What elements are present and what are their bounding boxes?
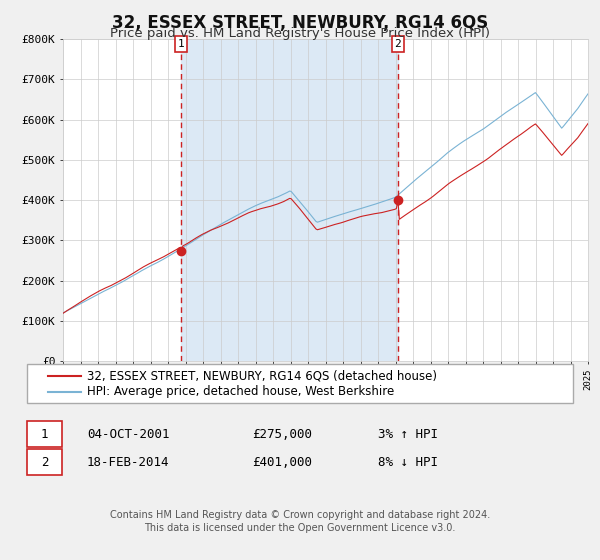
Text: 3% ↑ HPI: 3% ↑ HPI (378, 427, 438, 441)
Text: £401,000: £401,000 (252, 455, 312, 469)
Text: Contains HM Land Registry data © Crown copyright and database right 2024.: Contains HM Land Registry data © Crown c… (110, 510, 490, 520)
Text: 04-OCT-2001: 04-OCT-2001 (87, 427, 170, 441)
Text: £275,000: £275,000 (252, 427, 312, 441)
Text: 1: 1 (178, 39, 185, 49)
Text: 18-FEB-2014: 18-FEB-2014 (87, 455, 170, 469)
Bar (181, 39, 398, 361)
Text: 8% ↓ HPI: 8% ↓ HPI (378, 455, 438, 469)
Text: 32, ESSEX STREET, NEWBURY, RG14 6QS (detached house): 32, ESSEX STREET, NEWBURY, RG14 6QS (det… (87, 370, 437, 382)
Text: 1: 1 (41, 427, 48, 441)
Text: 32, ESSEX STREET, NEWBURY, RG14 6QS: 32, ESSEX STREET, NEWBURY, RG14 6QS (112, 14, 488, 32)
Text: This data is licensed under the Open Government Licence v3.0.: This data is licensed under the Open Gov… (145, 523, 455, 533)
Text: HPI: Average price, detached house, West Berkshire: HPI: Average price, detached house, West… (87, 385, 394, 399)
Text: Price paid vs. HM Land Registry's House Price Index (HPI): Price paid vs. HM Land Registry's House … (110, 27, 490, 40)
Text: 2: 2 (41, 455, 48, 469)
Text: 2: 2 (394, 39, 401, 49)
